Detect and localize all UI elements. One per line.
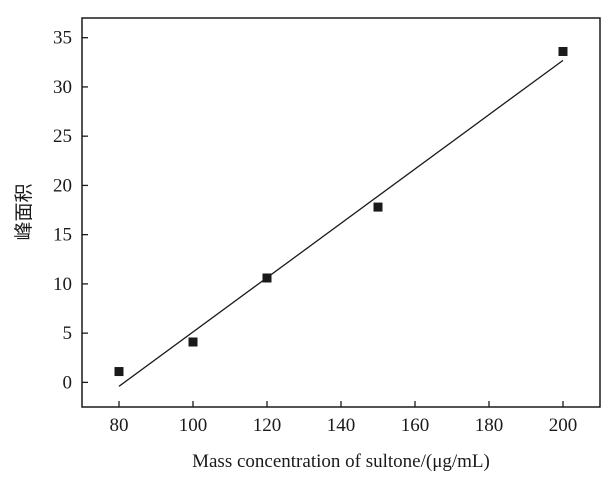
- data-point: [188, 337, 198, 347]
- data-point: [262, 273, 272, 283]
- y-tick-label: 30: [53, 77, 72, 98]
- plot-frame: [81, 17, 601, 408]
- x-tick-label: 140: [327, 415, 356, 436]
- data-point: [373, 202, 383, 212]
- y-axis: 0 5 10 15 20 25 30 35: [53, 28, 88, 393]
- y-tick-label: 5: [63, 323, 73, 344]
- x-tick-label: 180: [475, 415, 504, 436]
- x-tick-label: 80: [110, 415, 129, 436]
- data-point: [558, 46, 568, 56]
- x-tick-label: 200: [549, 415, 578, 436]
- y-axis-title: 峰面积: [13, 183, 35, 240]
- y-tick-label: 0: [63, 372, 73, 393]
- fit-line: [118, 59, 564, 387]
- y-tick-label: 35: [53, 28, 72, 49]
- y-tick-label: 10: [53, 274, 72, 295]
- x-axis-title: Mass concentration of sultone/(μg/mL): [192, 451, 490, 472]
- data-point: [114, 367, 124, 377]
- y-tick-label: 25: [53, 126, 72, 147]
- y-tick-label: 15: [53, 225, 72, 246]
- y-tick-label: 20: [53, 175, 72, 196]
- data-points: [114, 46, 568, 377]
- x-tick-label: 160: [401, 415, 430, 436]
- x-tick-label: 100: [179, 415, 208, 436]
- x-tick-label: 120: [253, 415, 282, 436]
- x-axis: 80 100 120 140 160 180 200: [110, 401, 578, 436]
